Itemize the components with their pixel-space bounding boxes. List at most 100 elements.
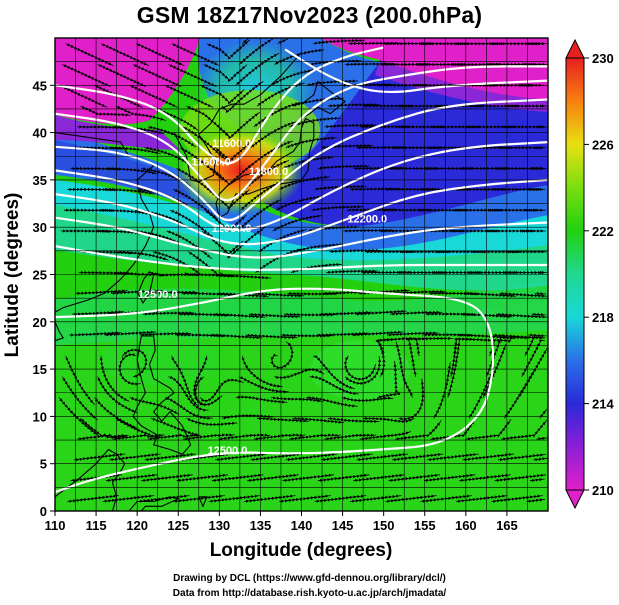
streamline bbox=[171, 355, 199, 407]
streamline bbox=[499, 291, 548, 298]
streamline bbox=[285, 136, 337, 149]
streamline bbox=[121, 348, 148, 378]
x-tick-label: 120 bbox=[126, 518, 148, 533]
x-tick-label: 155 bbox=[414, 518, 436, 533]
height-contour bbox=[55, 245, 548, 271]
height-contour bbox=[55, 216, 548, 259]
streamline bbox=[306, 79, 359, 87]
streamline bbox=[375, 336, 415, 356]
streamline bbox=[317, 164, 370, 170]
streamline bbox=[491, 494, 543, 503]
streamline bbox=[65, 355, 95, 406]
height-contours bbox=[55, 46, 548, 494]
streamline bbox=[99, 355, 130, 402]
streamline bbox=[289, 116, 341, 128]
streamline bbox=[192, 355, 208, 406]
streamline bbox=[200, 84, 245, 105]
y-tick-label: 35 bbox=[33, 173, 47, 188]
streamline bbox=[306, 396, 358, 408]
height-contour bbox=[55, 287, 495, 494]
streamline bbox=[186, 417, 238, 427]
colorbar-tick-label: 214 bbox=[592, 397, 614, 412]
streamline bbox=[279, 175, 330, 190]
streamline bbox=[398, 378, 425, 421]
y-axis-ticks: 0 5 10 15 20 25 30 35 40 45 bbox=[33, 78, 55, 519]
streamline bbox=[206, 39, 251, 60]
height-contour bbox=[55, 65, 548, 202]
streamline bbox=[311, 205, 363, 212]
height-contour bbox=[55, 178, 548, 246]
streamline bbox=[312, 354, 355, 390]
streamline bbox=[241, 355, 283, 388]
streamline bbox=[501, 419, 548, 441]
streamline bbox=[536, 436, 548, 441]
streamline bbox=[534, 291, 546, 296]
x-axis-ticks: 110 115 120 125 130 135 140 145 150 155 160 165 bbox=[45, 511, 518, 533]
streamline bbox=[292, 96, 344, 108]
streamline bbox=[377, 360, 401, 399]
streamline bbox=[203, 63, 248, 82]
streamline bbox=[497, 453, 546, 462]
streamline bbox=[252, 291, 304, 298]
contour-label: 12000.0 bbox=[212, 223, 252, 235]
colorbar-tick-label: 218 bbox=[592, 310, 614, 325]
height-contour bbox=[284, 48, 548, 94]
y-tick-label: 20 bbox=[33, 315, 47, 330]
streamline bbox=[526, 498, 546, 503]
y-tick-label: 10 bbox=[33, 409, 47, 424]
streamline bbox=[539, 408, 548, 419]
streamline bbox=[242, 38, 249, 45]
contour-label: 11800.0 bbox=[249, 166, 288, 178]
x-tick-label: 160 bbox=[455, 518, 477, 533]
streamline bbox=[274, 48, 325, 65]
y-axis-label: Latitude (degrees) bbox=[2, 193, 23, 358]
colorbar: 210 214 218 222 226 230 bbox=[565, 38, 614, 510]
x-tick-label: 115 bbox=[86, 518, 107, 533]
contour-label: 11600.0 bbox=[212, 138, 251, 150]
colorbar-tick-label: 226 bbox=[592, 137, 614, 152]
streamline bbox=[492, 333, 545, 340]
streamline bbox=[386, 331, 439, 337]
y-tick-label: 40 bbox=[33, 126, 47, 141]
contour-label: 12500.0 bbox=[208, 445, 248, 457]
x-tick-label: 145 bbox=[332, 518, 354, 533]
x-tick-label: 150 bbox=[373, 518, 395, 533]
streamline bbox=[270, 68, 321, 86]
streamline bbox=[275, 195, 327, 211]
chart-title: GSM 18Z17Nov2023 (200.0hPa) bbox=[136, 2, 483, 28]
streamline bbox=[258, 229, 307, 253]
height-contour bbox=[55, 141, 548, 231]
x-tick-label: 140 bbox=[291, 518, 313, 533]
lat-lon-grid bbox=[55, 38, 548, 511]
y-tick-label: 30 bbox=[33, 220, 47, 235]
x-axis-label: Longitude (degrees) bbox=[210, 540, 393, 561]
streamline bbox=[272, 214, 323, 232]
streamline bbox=[186, 105, 231, 138]
height-contour bbox=[55, 98, 548, 222]
streamline bbox=[312, 39, 365, 45]
coastline bbox=[55, 321, 65, 342]
contour-label: 12200.0 bbox=[347, 213, 387, 225]
y-tick-label: 45 bbox=[33, 78, 47, 93]
credit-drawing: Drawing by DCL (https://www.gfd-dennou.o… bbox=[173, 573, 446, 584]
streamline bbox=[248, 312, 301, 319]
streamline bbox=[363, 416, 415, 424]
colorbar-min-arrow bbox=[565, 489, 585, 510]
colorbar-tick-label: 222 bbox=[592, 224, 614, 239]
streamline bbox=[150, 417, 201, 437]
streamline bbox=[533, 457, 548, 462]
colorbar-max-arrow bbox=[565, 38, 585, 59]
streamline bbox=[270, 341, 294, 370]
x-tick-label: 110 bbox=[45, 518, 66, 533]
colorbar-tick-label: 230 bbox=[592, 51, 614, 66]
streamline bbox=[293, 243, 346, 253]
y-tick-label: 15 bbox=[33, 362, 47, 377]
streamline bbox=[453, 337, 494, 356]
streamline bbox=[238, 38, 274, 65]
streamline bbox=[118, 352, 141, 386]
streamline bbox=[414, 336, 454, 356]
contour-label: 11600.0 bbox=[192, 157, 231, 169]
x-tick-label: 135 bbox=[250, 518, 272, 533]
colorbar-tick-label: 210 bbox=[592, 483, 614, 498]
